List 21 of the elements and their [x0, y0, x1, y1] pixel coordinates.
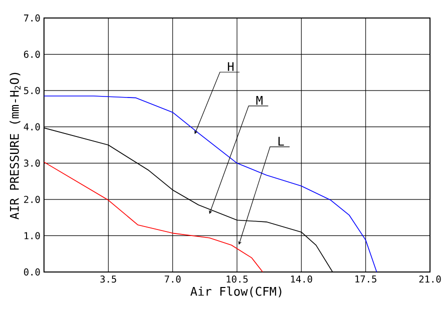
y-tick-label: 4.0 [24, 123, 40, 130]
y-tick-label: 3.0 [24, 160, 40, 167]
x-tick-label: 14.0 [291, 276, 312, 283]
y-tick-label: 2.0 [24, 196, 40, 204]
x-tick-label: 17.5 [355, 276, 376, 283]
y-tick-label: 7.0 [24, 14, 40, 22]
annotation: H [228, 62, 234, 71]
x-tick-label: 10.5 [226, 276, 248, 283]
x-tick-label: 3.5 [100, 276, 116, 283]
annotation: L [278, 136, 284, 146]
y-tick-label: 5.0 [24, 86, 40, 94]
line-series [44, 96, 378, 272]
annotation: M [256, 96, 263, 105]
x-tick-label: 7.0 [164, 276, 181, 283]
y-tick-label: 1.0 [24, 232, 40, 240]
y-axis-title: AIR PRESSURE (mm-H$_{2}$O) [10, 72, 21, 220]
line-series [44, 162, 264, 272]
y-tick-label: 6.0 [24, 50, 40, 58]
x-axis-title: Air Flow(CFM) [190, 286, 282, 298]
x-tick-label: 21.0 [419, 276, 441, 283]
y-tick-label: 0.0 [24, 268, 40, 276]
